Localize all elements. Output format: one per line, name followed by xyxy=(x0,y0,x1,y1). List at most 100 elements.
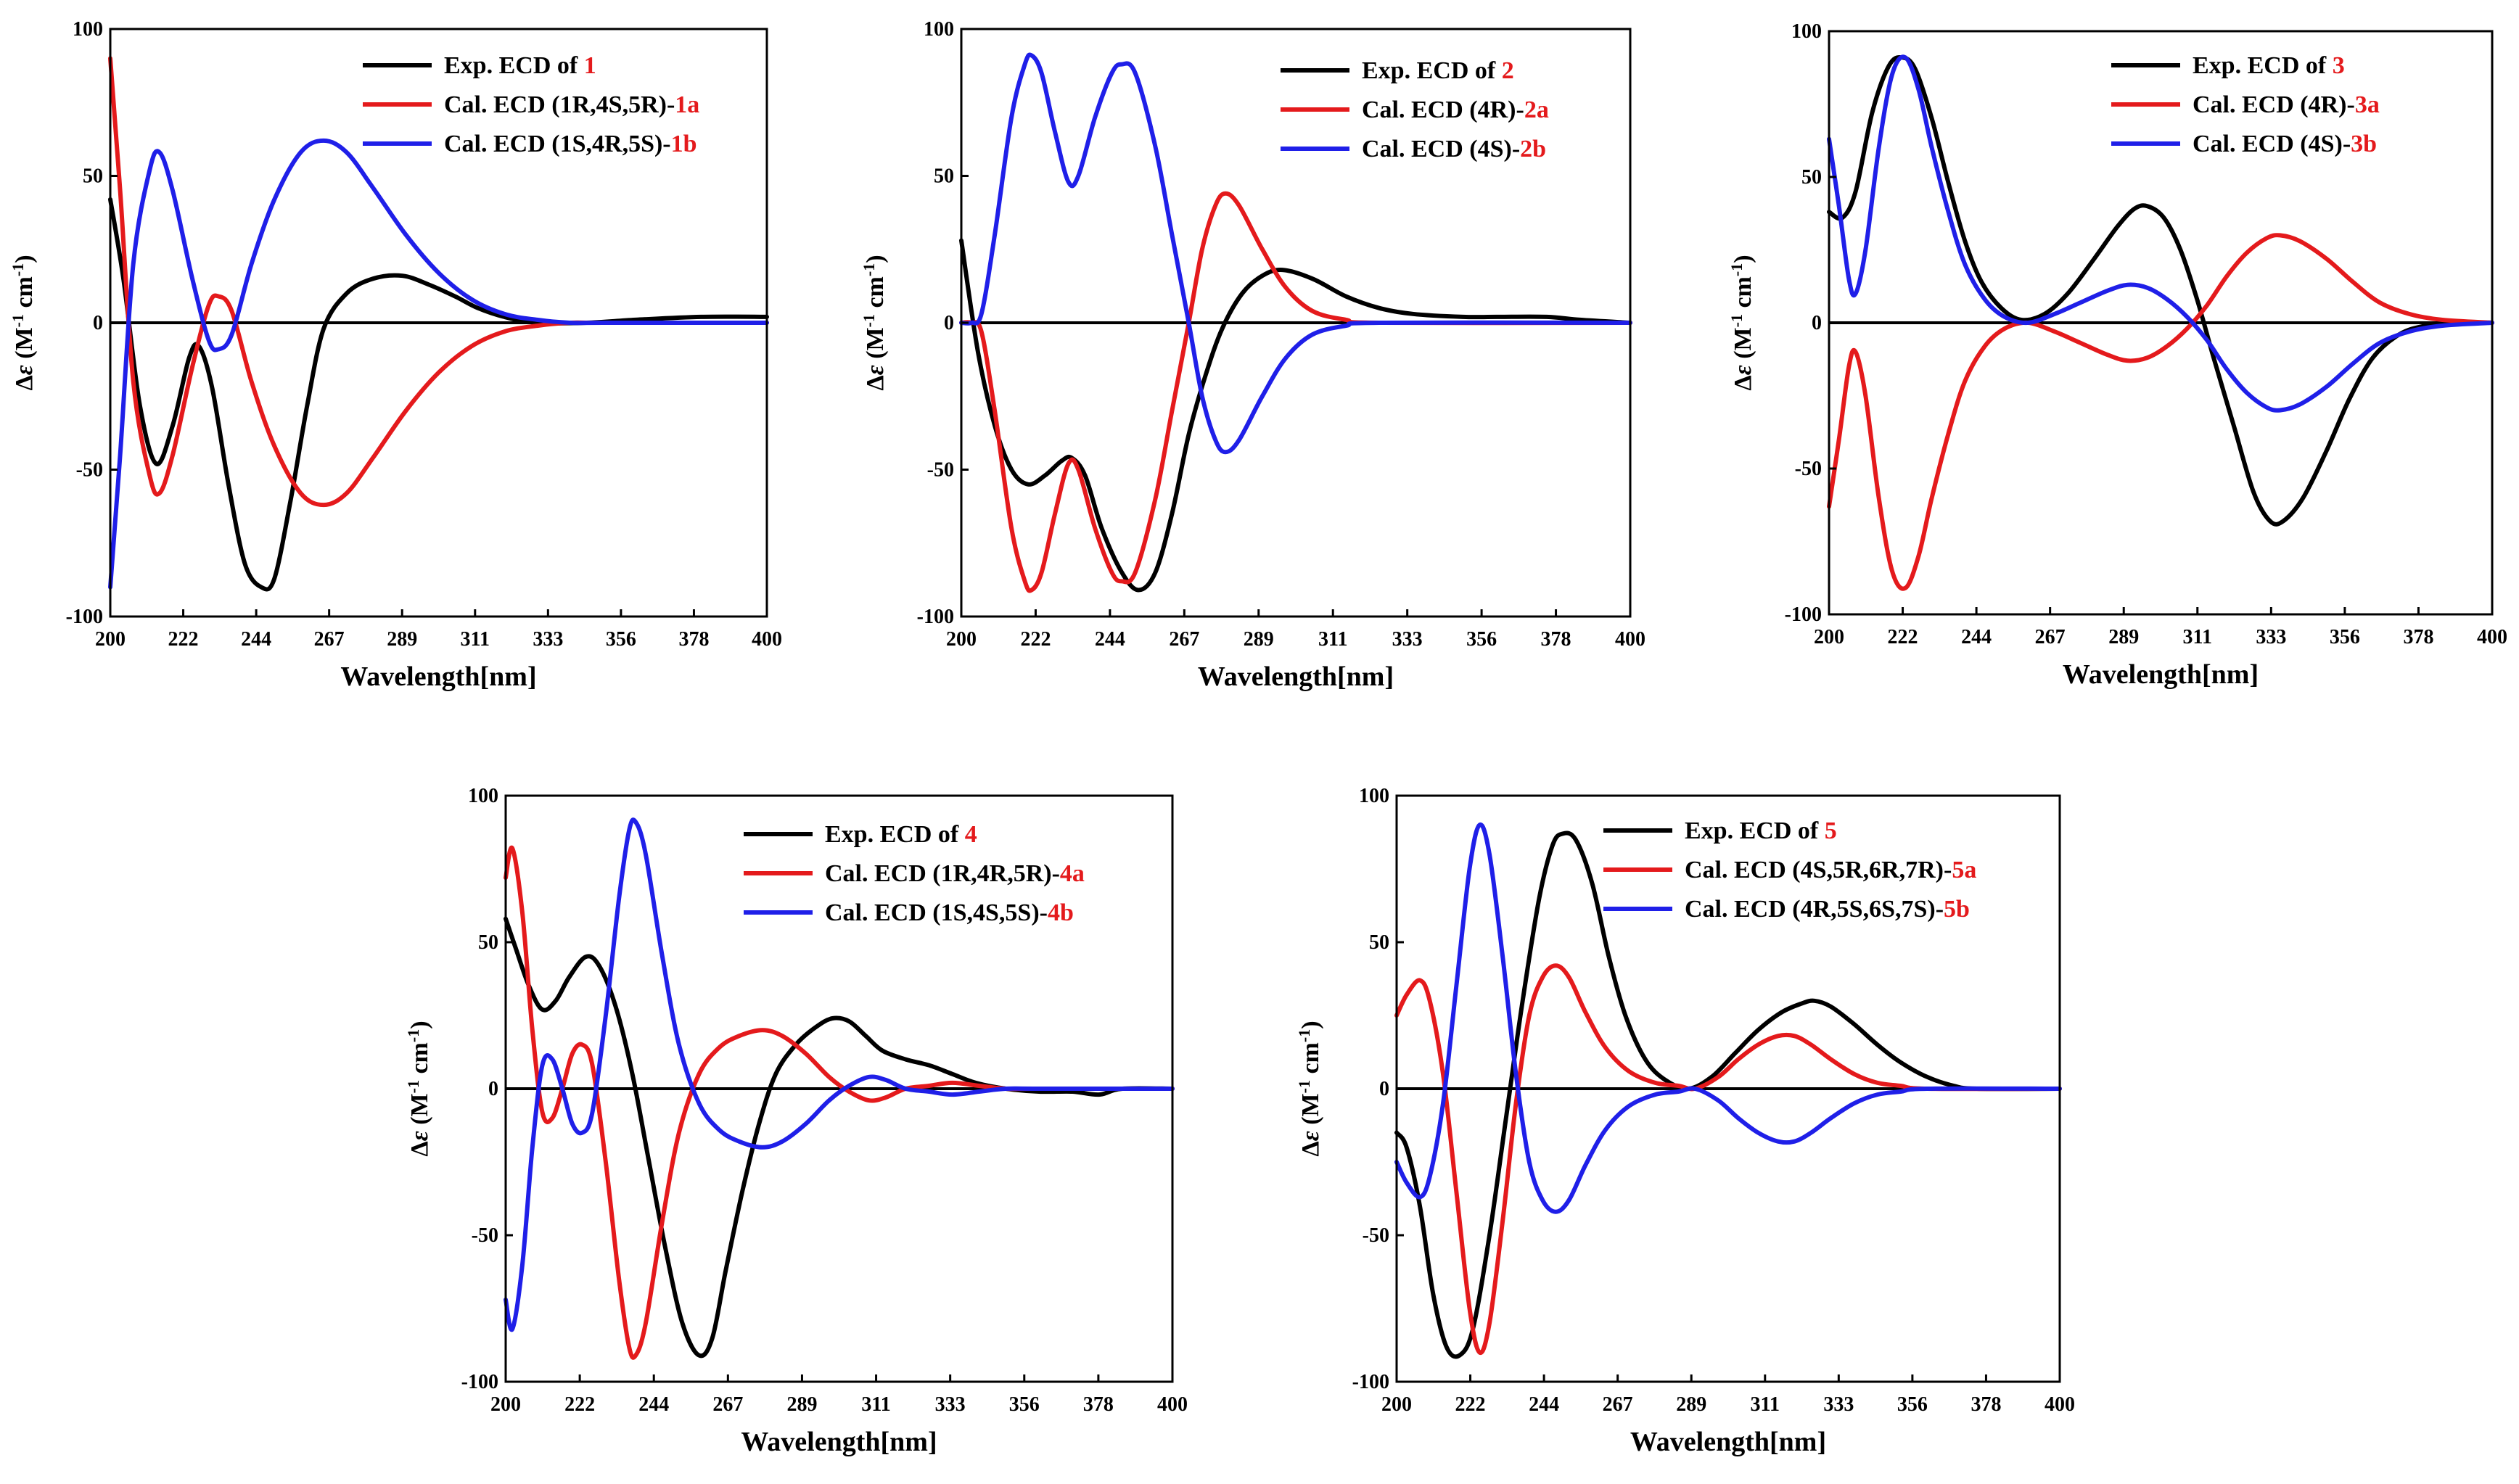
x-tick-label: 267 xyxy=(1169,628,1199,651)
x-tick-label: 267 xyxy=(712,1393,743,1416)
y-tick-label: -100 xyxy=(461,1371,498,1393)
series-line-2b xyxy=(959,52,1632,455)
x-tick-label: 333 xyxy=(533,628,563,651)
y-tick-label: -50 xyxy=(1363,1224,1389,1247)
x-tick-label: 200 xyxy=(1814,626,1844,648)
x-tick-label: 333 xyxy=(935,1393,966,1416)
x-tick-label: 200 xyxy=(95,628,126,651)
y-tick-label: 50 xyxy=(478,931,498,954)
y-tick-label: -100 xyxy=(917,606,954,628)
x-tick-label: 222 xyxy=(1888,626,1918,648)
legend-entry-5a: Cal. ECD (4S,5R,6R,7R)-5a xyxy=(1685,857,1976,883)
x-tick-label: 267 xyxy=(2035,626,2066,648)
legend-code: 5a xyxy=(1952,857,1976,883)
y-tick-label: -50 xyxy=(1795,458,1822,480)
legend-code: 4 xyxy=(965,821,977,848)
x-tick-label: 222 xyxy=(168,628,199,651)
y-tick-label: -100 xyxy=(1352,1371,1389,1393)
legend-code: 2b xyxy=(1520,136,1546,162)
x-tick-label: 400 xyxy=(2477,626,2507,648)
legend-entry-1: Exp. ECD of 1 xyxy=(444,52,596,79)
legend-entry-5: Exp. ECD of 5 xyxy=(1685,817,1837,844)
series-line-5a xyxy=(1394,963,2062,1356)
y-tick-label: 0 xyxy=(1812,312,1822,334)
legend-code: 1 xyxy=(584,52,596,79)
legend-entry-4: Exp. ECD of 4 xyxy=(825,821,977,848)
x-tick-label: 356 xyxy=(1009,1393,1040,1416)
series-line-4a xyxy=(504,845,1175,1360)
x-tick-label: 244 xyxy=(1961,626,1992,648)
series-line-5b xyxy=(1394,822,2062,1214)
series-line-4 xyxy=(504,916,1175,1359)
x-tick-label: 200 xyxy=(946,628,977,651)
legend-entry-4a: Cal. ECD (1R,4R,5R)-4a xyxy=(825,860,1085,887)
legend-name: Cal. ECD (4R,5S,6S,7S)- xyxy=(1685,896,1944,923)
x-tick-label: 311 xyxy=(861,1393,890,1416)
x-tick-label: 400 xyxy=(752,628,782,651)
x-tick-label: 267 xyxy=(1603,1393,1633,1416)
x-tick-label: 333 xyxy=(1823,1393,1854,1416)
x-tick-label: 311 xyxy=(2183,626,2212,648)
x-tick-label: 267 xyxy=(314,628,345,651)
x-tick-label: 378 xyxy=(1541,628,1571,651)
legend-code: 1a xyxy=(675,91,699,118)
x-tick-label: 400 xyxy=(1615,628,1645,651)
y-axis-label: Δε (M-1 cm-1) xyxy=(9,255,38,390)
legend-name: Cal. ECD (4S,5R,6R,7R)- xyxy=(1685,857,1952,883)
series-line-1 xyxy=(108,197,769,592)
legend-entry-2b: Cal. ECD (4S)-2b xyxy=(1362,136,1546,162)
legend-code: 5b xyxy=(1944,896,1970,923)
x-tick-label: 200 xyxy=(490,1393,521,1416)
legend-name: Cal. ECD (4S)- xyxy=(1362,136,1520,162)
y-axis-label: Δε (M-1 cm-1) xyxy=(860,255,889,390)
x-tick-label: 333 xyxy=(2256,626,2286,648)
y-tick-label: 0 xyxy=(1379,1078,1389,1100)
series-line-4b xyxy=(504,817,1175,1332)
legend-entry-5b: Cal. ECD (4R,5S,6S,7S)-5b xyxy=(1685,896,1970,923)
legend-code: 1b xyxy=(671,131,697,157)
y-axis-label: Δε (M-1 cm-1) xyxy=(1295,1021,1325,1156)
x-tick-label: 400 xyxy=(1157,1393,1188,1416)
x-tick-label: 289 xyxy=(1676,1393,1706,1416)
series-line-1a xyxy=(108,56,769,508)
x-axis-label: Wavelength[nm] xyxy=(1198,661,1394,692)
x-tick-label: 244 xyxy=(1095,628,1125,651)
legend-name: Cal. ECD (1R,4R,5R)- xyxy=(825,860,1060,887)
y-tick-label: -100 xyxy=(1785,603,1822,626)
y-tick-label: 100 xyxy=(924,18,954,41)
x-tick-label: 222 xyxy=(1020,628,1051,651)
x-tick-label: 222 xyxy=(564,1393,595,1416)
legend-name: Cal. ECD (1S,4S,5S)- xyxy=(825,899,1048,926)
x-tick-label: 378 xyxy=(1971,1393,2001,1416)
legend-code: 3b xyxy=(2351,131,2377,157)
legend-entry-1b: Cal. ECD (1S,4R,5S)-1b xyxy=(444,131,697,157)
x-tick-label: 378 xyxy=(678,628,709,651)
series-line-3a xyxy=(1827,233,2494,591)
y-tick-label: 100 xyxy=(468,785,498,807)
y-tick-label: 100 xyxy=(1359,785,1389,807)
x-tick-label: 378 xyxy=(2403,626,2433,648)
x-tick-label: 289 xyxy=(387,628,417,651)
x-tick-label: 311 xyxy=(1318,628,1347,651)
y-tick-label: 0 xyxy=(944,312,954,334)
x-tick-label: 289 xyxy=(1244,628,1274,651)
legend-name: Cal. ECD (4S)- xyxy=(2193,131,2351,157)
y-tick-label: -50 xyxy=(472,1224,498,1247)
y-tick-label: 50 xyxy=(1369,931,1389,954)
series-line-3b xyxy=(1827,54,2494,413)
legend-name: Cal. ECD (4R)- xyxy=(1362,96,1524,123)
y-tick-label: 100 xyxy=(73,18,103,41)
legend-name: Exp. ECD of xyxy=(825,821,959,848)
legend-name: Cal. ECD (1S,4R,5S)- xyxy=(444,131,671,157)
x-tick-label: 356 xyxy=(2330,626,2360,648)
x-tick-label: 400 xyxy=(2045,1393,2075,1416)
legend-entry-3a: Cal. ECD (4R)-3a xyxy=(2193,91,2380,118)
